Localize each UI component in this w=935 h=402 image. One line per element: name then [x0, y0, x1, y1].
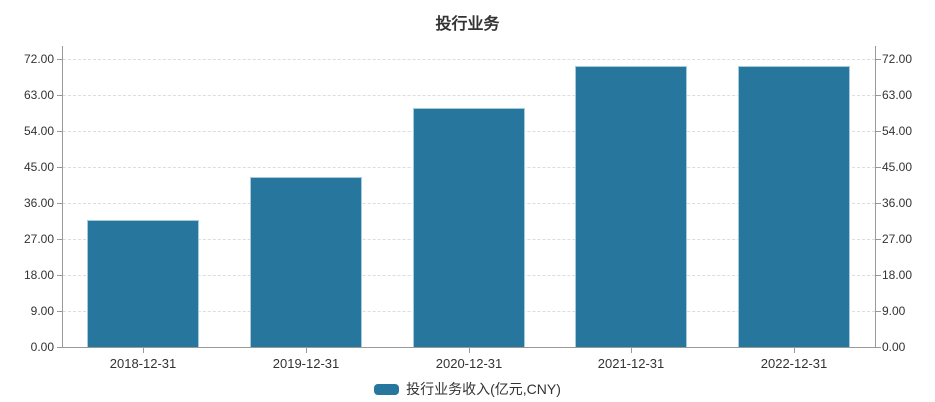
x-axis-label: 2020-12-31: [435, 356, 503, 371]
legend-item[interactable]: 投行业务收入(亿元,CNY): [374, 379, 561, 399]
bar[interactable]: [250, 177, 362, 347]
y-axis-label-left: 45.00: [23, 160, 54, 174]
y-axis-tick-left: [57, 239, 62, 240]
y-axis-label-left: 63.00: [23, 88, 54, 102]
y-axis-label-right: 63.00: [882, 88, 913, 102]
y-axis-label-right: 72.00: [882, 52, 913, 66]
y-axis-tick-left: [57, 167, 62, 168]
y-axis-tick-left: [57, 347, 62, 348]
bar[interactable]: [738, 66, 850, 347]
bar[interactable]: [87, 220, 199, 347]
y-axis-tick-right: [876, 95, 881, 96]
y-axis-label-right: 36.00: [882, 196, 913, 210]
y-axis-label-right: 27.00: [882, 232, 913, 246]
y-axis-tick-right: [876, 347, 881, 348]
y-axis-tick-left: [57, 203, 62, 204]
x-axis-line: [62, 347, 876, 348]
y-axis-tick-left: [57, 95, 62, 96]
gridline: [63, 59, 875, 60]
x-axis-tick: [143, 348, 144, 353]
x-axis-label: 2019-12-31: [272, 356, 340, 371]
x-axis-label: 2018-12-31: [109, 356, 177, 371]
y-axis-label-left: 9.00: [30, 304, 54, 318]
x-axis-label: 2022-12-31: [760, 356, 828, 371]
y-axis-left-line: [62, 46, 63, 348]
y-axis-label-left: 36.00: [23, 196, 54, 210]
x-axis-tick: [631, 348, 632, 353]
y-axis-label-left: 72.00: [23, 52, 54, 66]
x-axis-tick: [469, 348, 470, 353]
y-axis-label-left: 18.00: [23, 268, 54, 282]
y-axis-tick-right: [876, 59, 881, 60]
y-axis-label-right: 45.00: [882, 160, 913, 174]
y-axis-right-line: [875, 46, 876, 348]
y-axis-label-left: 27.00: [23, 232, 54, 246]
y-axis-tick-left: [57, 275, 62, 276]
bar[interactable]: [413, 108, 525, 347]
y-axis-tick-right: [876, 239, 881, 240]
y-axis-label-left: 54.00: [23, 124, 54, 138]
y-axis-label-right: 54.00: [882, 124, 913, 138]
legend-swatch-icon: [374, 383, 400, 395]
y-axis-tick-left: [57, 59, 62, 60]
chart-title: 投行业务: [435, 16, 500, 33]
legend-label: 投行业务收入(亿元,CNY): [406, 381, 561, 397]
legend: 投行业务收入(亿元,CNY): [0, 379, 935, 399]
y-axis-tick-right: [876, 167, 881, 168]
x-axis-tick: [306, 348, 307, 353]
bar[interactable]: [575, 66, 687, 347]
y-axis-tick-right: [876, 131, 881, 132]
gridline: [63, 95, 875, 96]
y-axis-label-left: 0.00: [30, 340, 54, 354]
y-axis-tick-left: [57, 131, 62, 132]
y-axis-label-right: 9.00: [882, 304, 906, 318]
y-axis-tick-left: [57, 311, 62, 312]
x-axis-tick: [794, 348, 795, 353]
y-axis-label-right: 18.00: [882, 268, 913, 282]
y-axis-tick-right: [876, 203, 881, 204]
x-axis-label: 2021-12-31: [597, 356, 665, 371]
y-axis-tick-right: [876, 275, 881, 276]
y-axis-tick-right: [876, 311, 881, 312]
y-axis-label-right: 0.00: [882, 340, 906, 354]
